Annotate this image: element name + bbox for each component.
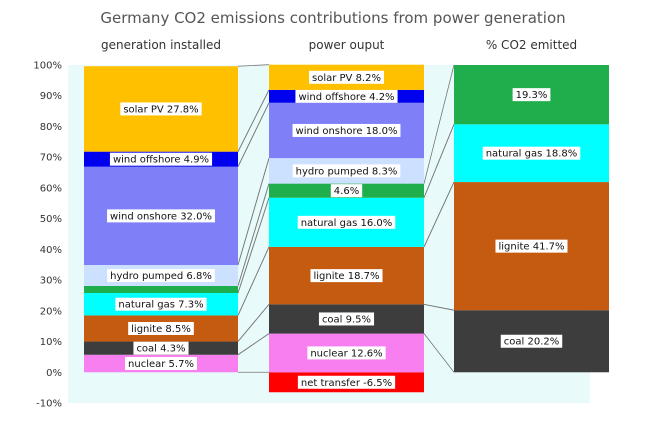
data-label-box	[330, 184, 363, 198]
y-tick-label: 100%	[33, 61, 62, 72]
data-label-box	[307, 346, 386, 360]
data-label-lignite: lignite 41.7%	[498, 242, 564, 253]
connector-line	[237, 102, 270, 167]
data-label-box	[297, 375, 396, 389]
column-title: power ouput	[309, 38, 385, 52]
data-label-wind-offshore: wind offshore 4.2%	[298, 92, 394, 103]
connector-line	[423, 181, 455, 248]
data-label-nuclear: nuclear 12.6%	[310, 348, 382, 359]
column-2-bars: coal 20.2% lignite 41.7% natural gas 18.8%…	[454, 65, 609, 373]
data-label-wind-onshore: wind onshore 32.0%	[110, 211, 212, 222]
data-label-nuclear: nuclear 5.7%	[128, 359, 194, 370]
data-label-box	[292, 164, 401, 178]
data-label-box	[318, 312, 375, 326]
data-label-natural-gas: natural gas 18.8%	[486, 149, 578, 160]
data-label-box	[120, 102, 202, 116]
connector-line	[237, 246, 270, 316]
column-1-bars: net transfer -6.5% nuclear 12.6% coal 9.5%…	[269, 64, 424, 393]
data-label-box	[310, 269, 383, 283]
chart-title: Germany CO2 emissions contributions from…	[100, 9, 565, 27]
y-tick-label: 40%	[40, 245, 62, 256]
column-0-bars: nuclear 5.7% coal 4.3% lignite 8.5% natural…	[84, 66, 238, 373]
data-label-hydro-pumped: hydro pumped 6.8%	[110, 271, 212, 282]
data-label-coal: coal 9.5%	[322, 314, 371, 325]
connector-line	[237, 183, 270, 287]
data-label-natural-gas: natural gas 7.3%	[118, 300, 203, 311]
connector-lines	[237, 64, 455, 373]
y-tick-label: 10%	[40, 337, 62, 348]
data-label-box	[292, 123, 401, 137]
data-label-lignite: lignite 18.7%	[313, 271, 379, 282]
data-label-box	[107, 268, 215, 282]
data-label-wind-onshore: wind onshore 18.0%	[296, 126, 398, 137]
data-label-lignite: lignite 8.5%	[131, 324, 191, 335]
connector-line	[237, 197, 270, 294]
y-tick-label: 60%	[40, 183, 62, 194]
connector-line	[237, 333, 270, 356]
data-label-box	[495, 239, 568, 253]
connector-line	[423, 64, 455, 184]
data-label-coal: coal 20.2%	[504, 337, 559, 348]
data-label-biomass: 4.6%	[334, 186, 359, 197]
data-label-box	[482, 146, 581, 160]
column-title: % CO2 emitted	[486, 38, 577, 52]
connector-line	[237, 89, 270, 152]
y-tick-label: 0%	[46, 368, 62, 379]
data-label-box	[500, 334, 563, 348]
data-label-natural-gas: natural gas 16.0%	[301, 218, 393, 229]
data-label-net-transfer: net transfer -6.5%	[301, 378, 392, 389]
data-label-solar-pv: solar PV 27.8%	[123, 104, 198, 115]
y-tick-label: 90%	[40, 91, 62, 102]
data-label-box	[109, 152, 213, 166]
bar-segment-biomass	[84, 285, 238, 293]
data-label-biomass: 19.3%	[516, 90, 548, 101]
data-label-box	[297, 215, 396, 229]
data-label-box	[128, 321, 194, 335]
y-tick-label: 50%	[40, 214, 62, 225]
data-label-coal: coal 4.3%	[136, 344, 185, 355]
connector-line	[423, 333, 455, 373]
data-label-wind-offshore: wind offshore 4.9%	[113, 155, 209, 166]
data-label-box	[115, 297, 207, 311]
y-tick-label: 30%	[40, 276, 62, 287]
y-tick-label: 70%	[40, 153, 62, 164]
data-label-box	[107, 209, 215, 223]
data-label-hydro-pumped: hydro pumped 8.3%	[296, 166, 398, 177]
connector-line	[423, 124, 455, 198]
connector-line	[237, 157, 270, 266]
data-label-box	[512, 88, 551, 102]
y-tick-label: 20%	[40, 306, 62, 317]
connector-line	[423, 303, 455, 311]
y-tick-label: 80%	[40, 122, 62, 133]
data-label-solar-pv: solar PV 8.2%	[312, 73, 381, 84]
connector-line	[237, 64, 270, 67]
data-label-box	[295, 89, 398, 103]
connector-line	[237, 304, 270, 342]
data-label-box	[125, 357, 197, 371]
y-tick-label: -10%	[36, 399, 62, 410]
column-title: generation installed	[101, 38, 221, 52]
data-label-box	[309, 70, 384, 84]
data-label-box	[133, 341, 189, 355]
